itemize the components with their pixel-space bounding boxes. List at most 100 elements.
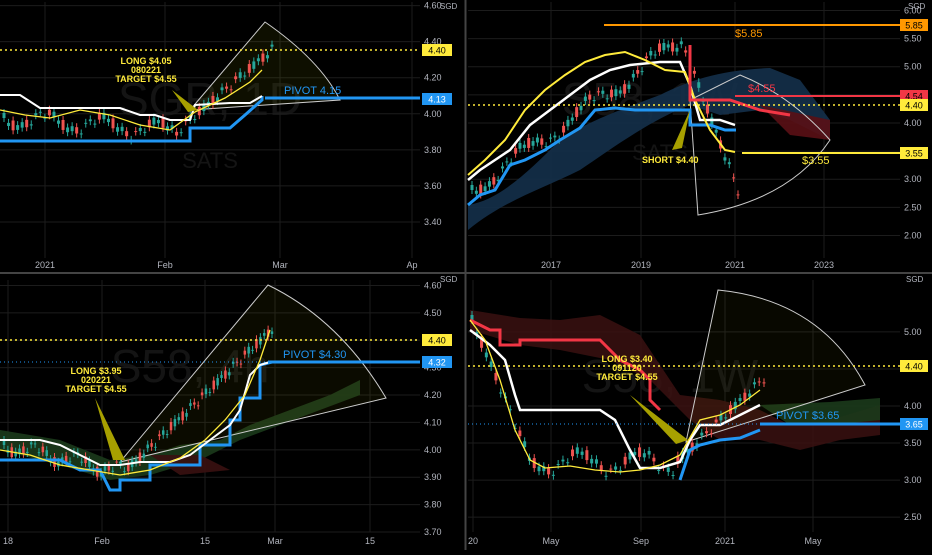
candle-body [509, 162, 513, 164]
candle-body [610, 89, 614, 98]
candle-body [175, 131, 179, 136]
candle-body [120, 126, 124, 132]
axis-unit: SGD [906, 275, 924, 284]
candle-body [628, 452, 632, 460]
candle-body [599, 465, 603, 471]
y-tick-label: 4.00 [904, 118, 922, 128]
price-label-target: 4.40 [900, 99, 928, 111]
candle-body [640, 71, 644, 73]
candle-body [642, 453, 646, 458]
candle-body [566, 462, 570, 464]
annotation-pivot: PIVOT 4.15 [284, 85, 341, 97]
candle-body [542, 466, 546, 472]
candle-body [662, 42, 666, 51]
tenkan-line [469, 329, 761, 470]
candle-body [185, 412, 188, 417]
candle-body [211, 95, 215, 105]
candle-body [714, 129, 718, 133]
candle-body [169, 421, 173, 431]
candle-body [494, 372, 498, 381]
x-tick-label: 2017 [541, 260, 561, 270]
candle-body [575, 107, 579, 118]
candle-body [647, 450, 651, 455]
candle-body [220, 375, 223, 379]
candle-body [196, 405, 200, 407]
candle-body [556, 463, 560, 465]
y-tick-label: 2.50 [904, 512, 922, 522]
svg-text:4.54: 4.54 [905, 92, 923, 102]
svg-text:3.55: 3.55 [905, 149, 923, 159]
candle-body [583, 96, 587, 101]
candle-body [537, 466, 541, 472]
candle-body [216, 378, 219, 386]
annotation-long: LONG $3.95 [70, 366, 121, 376]
candle-body [220, 87, 224, 91]
candle-body [266, 329, 270, 337]
candle-body [532, 458, 536, 469]
candle-body [614, 466, 618, 470]
kijun-line [0, 360, 273, 492]
candle-body [685, 449, 689, 453]
candle-body [540, 138, 544, 145]
candle-body [671, 474, 675, 476]
candle-body [103, 466, 107, 471]
candle-body [243, 350, 247, 355]
y-tick-label: 3.60 [424, 181, 442, 191]
x-tick-label: May [804, 536, 822, 546]
candle-body [26, 451, 29, 453]
candle-body [161, 430, 165, 435]
candle-body [505, 161, 509, 163]
candle-body [470, 185, 474, 190]
x-tick-label: 15 [200, 536, 210, 546]
candle-body [684, 50, 688, 53]
annotation-date: 020221 [81, 375, 111, 385]
candle-body [225, 86, 229, 89]
candle-body [41, 446, 45, 453]
y-tick-label: 5.00 [904, 62, 922, 72]
y-tick-label: 3.40 [424, 217, 442, 227]
y-tick-label: 4.00 [424, 445, 442, 455]
y-tick-label: 3.00 [904, 475, 922, 485]
axis-unit: SGD [440, 275, 458, 284]
y-tick-label: 4.00 [424, 109, 442, 119]
candle-body [181, 411, 184, 421]
y-tick-label: 2.50 [904, 202, 922, 212]
candle-body [561, 459, 565, 462]
y-tick-label: 4.60 [424, 280, 442, 290]
annotation-long: LONG $3.40 [601, 354, 652, 364]
candle-body [75, 127, 79, 134]
candle-body [57, 120, 61, 124]
panel-top-right: S58, 1W SATS $5.85 $4.55 SHORT $4.40 $3.… [467, 2, 928, 270]
candle-body [496, 179, 500, 182]
candle-body [247, 346, 250, 354]
candle-body [653, 54, 657, 56]
candle-body [705, 431, 709, 434]
candle-body [644, 56, 648, 59]
candle-body [179, 132, 183, 134]
y-tick-label: 3.70 [424, 527, 442, 537]
candle-body [590, 458, 594, 464]
candle-body [61, 119, 65, 130]
ichimoku-cloud [470, 310, 880, 450]
candle-body [261, 53, 265, 62]
candle-body [66, 127, 70, 133]
candle-body [623, 456, 627, 465]
candle-body [88, 119, 92, 122]
candle-body [93, 123, 97, 125]
annotation-target: TARGET $4.55 [65, 384, 126, 394]
annotation-pivot: PIVOT $4.30 [283, 349, 346, 361]
candle-body [594, 459, 598, 464]
candle-body [522, 144, 526, 148]
annotation-date: 080221 [131, 65, 161, 75]
candle-body [733, 401, 737, 410]
candle-body [252, 61, 256, 69]
price-label-target: 4.40 [422, 334, 452, 346]
candle-body [134, 131, 138, 133]
candle-body [235, 361, 239, 363]
candle-body [671, 42, 675, 52]
entry-arrow [630, 395, 688, 444]
candle-body [53, 457, 56, 467]
gold-line [469, 319, 761, 473]
candle-body [229, 89, 233, 91]
candle-body [158, 434, 161, 437]
